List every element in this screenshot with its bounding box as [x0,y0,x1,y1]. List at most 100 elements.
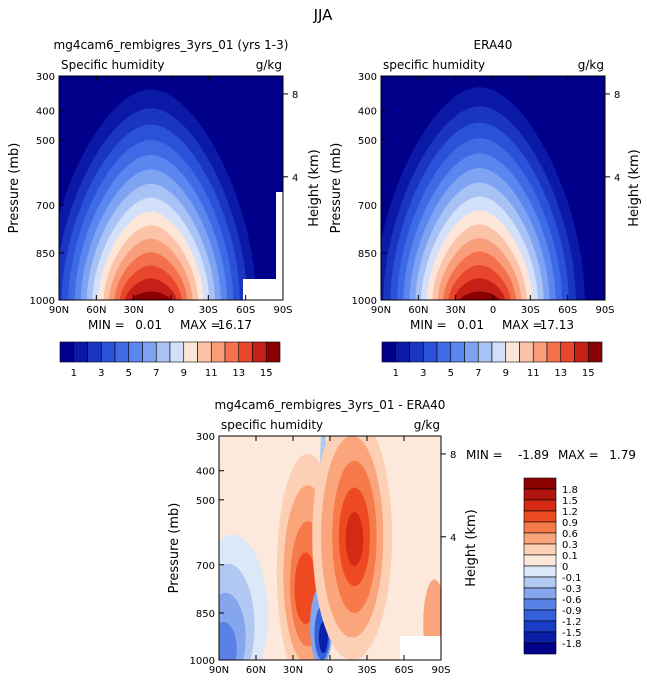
panel-difference-xtick-label: 90N [209,665,229,676]
panel-difference-contours [219,436,441,660]
panel-era40-contour-band [459,291,500,300]
panel-era40-colorbar-box [532,341,548,363]
panel-era40-max: 17.13 [540,318,574,332]
panel-model-colorbar-label: 5 [126,368,132,379]
panel-difference-colorbar-label: 1.5 [562,496,578,507]
panel-era40-colorbar-box [491,341,507,363]
panel-model-colorbar-box [142,341,157,363]
panel-difference-ylabel: Pressure (mb) [167,503,182,594]
panel-difference-colorbar-box [523,576,557,589]
panel-difference-min: -1.89 [518,448,549,462]
panel-model-colorbar-label: 3 [98,368,104,379]
panel-difference-colorbar-label: 0 [562,562,568,573]
panel-model: mg4cam6_rembigres_3yrs_01 (yrs 1-3) Spec… [7,38,322,379]
panel-era40-xtick-label: 30N [446,305,466,316]
panel-era40-colorbar-label: 3 [420,368,426,379]
panel-model-ytick-label: 500 [36,136,55,147]
panel-difference-colorbar-box [523,609,557,622]
panel-difference-ytick-label: 700 [196,561,215,572]
panel-model-colorbar-box [183,341,198,363]
panel-model-colorbar-label: 13 [232,368,245,379]
panel-difference-colorbar-label: -1.8 [562,639,582,650]
panel-difference-colorbar-label: -1.5 [562,628,582,639]
panel-model-xtick-label: 60S [236,305,255,316]
panel-model-colorbar-box [224,341,240,363]
panel-difference-missing [400,636,441,660]
panel-difference-colorbar-box [523,565,557,578]
panel-model-colorbar: 1 3 5 7 9 11 13 15 [59,341,281,379]
panel-difference-contour-band [294,552,317,625]
panel-difference-colorbar-label: 1.8 [562,485,578,496]
panel-era40-xtick-label: 0 [490,305,496,316]
panel-model-colorbar-box [73,341,88,363]
panel-difference-colorbar-label: 0.3 [562,540,578,551]
panel-difference-xtick-label: 60S [394,665,413,676]
panel-era40-ytick-label: 850 [358,249,377,260]
panel-model-colorbar-box [100,341,116,363]
panel-difference-xtick-label: 30S [357,665,376,676]
panel-model-y2tick-label: 8 [292,90,298,101]
panel-era40-colorbar-box [519,341,534,363]
panel-difference-colorbar-label: 0.1 [562,551,578,562]
panel-difference-xtick-label: 0 [327,665,333,676]
panel-model-contours [59,89,257,300]
panel-difference-colorbar-box [523,631,557,644]
panel-era40-ylabel: Pressure (mb) [329,143,344,234]
panel-model-colorbar-box [114,341,130,363]
panel-difference-colorbar-box [523,510,557,523]
panel-difference-colorbar-label: -1.2 [562,617,582,628]
panel-difference-colorbar-box [523,543,557,556]
panel-model-missing-bottom [243,279,283,300]
panel-model-min-label: MIN = [88,318,125,332]
panel-difference-colorbar-label: 0.9 [562,518,578,529]
panel-era40-colorbar-box [546,341,562,363]
panel-model-colorbar-box [87,341,102,363]
panel-difference-field [219,436,441,660]
panel-era40-ytick-label: 300 [358,72,377,83]
panel-difference-axes: 90N 60N 30N 0 30S 60S 90S 300 400 500 700 850 1000 8 4 [190,432,457,676]
panel-difference-subtitle: specific humidity [221,418,323,432]
panel-era40-colorbar-label: 13 [554,368,567,379]
panel-era40-y2label: Height (km) [627,149,642,226]
panel-era40-axes: 90N 60N 30N 0 30S 60S 90S 300 400 500 700 850 1000 8 4 [352,72,621,316]
panel-model-ytick-label: 1000 [30,296,55,307]
panel-era40-xtick-label: 90N [371,305,391,316]
panel-model-ylabel: Pressure (mb) [7,143,22,234]
panel-difference-colorbar-box [523,620,557,633]
panel-era40-colorbar: 1 3 5 7 9 11 13 15 [381,341,603,379]
panel-model-colorbar-label: 1 [71,368,77,379]
panel-era40-colorbar-box [560,341,575,363]
panel-era40-colorbar-box [422,341,438,363]
panel-era40-contours [381,87,585,300]
panel-difference-max-label: MAX = [558,448,599,462]
panel-model-colorbar-label: 15 [260,368,273,379]
panel-model-ytick-label: 300 [36,72,55,83]
panel-model-title: mg4cam6_rembigres_3yrs_01 (yrs 1-3) [54,38,289,52]
panel-era40-colorbar-box [436,341,452,363]
panel-difference: mg4cam6_rembigres_3yrs_01 - ERA40 specif… [167,398,636,676]
panel-model-colorbar-label: 9 [181,368,187,379]
panel-era40-ytick-label: 1000 [352,296,377,307]
panel-difference-ytick-label: 400 [196,467,215,478]
panel-difference-y2tick-label: 4 [450,533,456,544]
panel-model-min: 0.01 [135,318,162,332]
panel-era40-colorbar-label: 11 [527,368,540,379]
panel-difference-ytick-label: 850 [196,609,215,620]
panel-model-colorbar-box [155,341,171,363]
panel-model-colorbar-box [238,341,253,363]
panel-difference-colorbar-label: -0.6 [562,595,582,606]
panel-era40-xtick-label: 30S [521,305,540,316]
panel-difference-y2tick-label: 8 [450,450,456,461]
panel-era40-xtick-label: 90S [595,305,614,316]
panel-model-colorbar-box [210,341,226,363]
panel-difference-colorbar-box [523,521,557,534]
panel-model-colorbar-box [265,341,281,363]
panel-model-units: g/kg [256,58,282,72]
panel-era40-colorbar-box [477,341,493,363]
panel-model-colorbar-box [128,341,143,363]
panel-difference-ytick-label: 500 [196,496,215,507]
panel-model-axes: 90N 60N 30N 0 30S 60S 90S 300 400 500 700 850 1000 8 4 [30,72,299,316]
panel-model-y2tick-label: 4 [292,173,298,184]
panel-model-xtick-label: 30N [124,305,144,316]
